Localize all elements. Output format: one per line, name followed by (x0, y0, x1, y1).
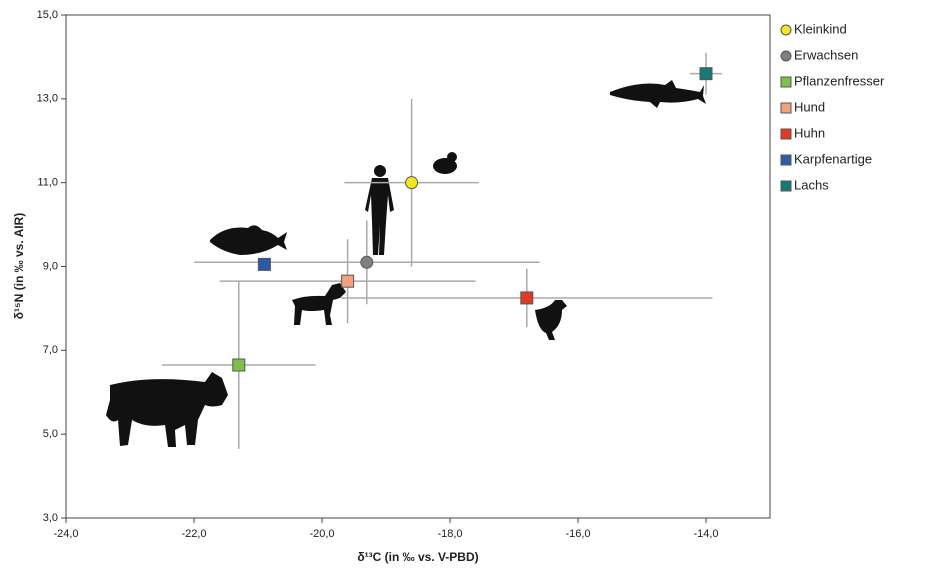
carp-icon (210, 225, 287, 255)
legend-swatch (780, 180, 792, 192)
x-tick-label: -16,0 (565, 528, 590, 540)
legend-label: Karpfenartige (794, 151, 872, 166)
point (257, 257, 271, 271)
point (360, 255, 374, 269)
y-tick-label: 13,0 (37, 93, 58, 105)
dog-icon (292, 283, 346, 325)
x-tick-label: -22,0 (181, 528, 206, 540)
legend-label: Kleinkind (794, 21, 847, 36)
legend-label: Hund (794, 99, 825, 114)
x-tick-label: -14,0 (693, 528, 718, 540)
legend-swatch (780, 76, 792, 88)
baby-icon-head (447, 152, 457, 162)
x-tick-label: -20,0 (309, 528, 334, 540)
legend-label: Pflanzenfresser (794, 73, 885, 88)
x-tick-label: -18,0 (437, 528, 462, 540)
silhouettes (106, 80, 706, 447)
chicken-icon (535, 300, 567, 340)
cow-icon (106, 372, 228, 447)
y-tick-label: 11,0 (37, 177, 58, 189)
human-icon-head (374, 165, 386, 177)
legend-swatch (780, 24, 792, 36)
x-tick-label: -24,0 (53, 528, 78, 540)
y-tick-label: 9,0 (43, 260, 58, 272)
baby-icon (433, 158, 457, 174)
legend-label: Lachs (794, 177, 829, 192)
point (520, 291, 534, 305)
point (405, 176, 419, 190)
legend-label: Huhn (794, 125, 825, 140)
point (699, 67, 713, 81)
y-tick-label: 3,0 (43, 512, 58, 524)
y-axis-title: δ¹⁵N (in ‰ vs. AIR) (12, 213, 26, 319)
point (232, 358, 246, 372)
point (341, 274, 355, 288)
human-icon (365, 178, 394, 255)
y-tick-label: 15,0 (37, 9, 58, 21)
legend-swatch (780, 102, 792, 114)
y-tick-label: 5,0 (43, 428, 58, 440)
legend-swatch (780, 50, 792, 62)
legend-label: Erwachsen (794, 47, 858, 62)
legend-swatch (780, 128, 792, 140)
y-tick-label: 7,0 (43, 344, 58, 356)
salmon-icon (610, 80, 706, 108)
x-axis-title: δ¹³C (in ‰ vs. V-PBD) (357, 550, 478, 564)
legend-swatch (780, 154, 792, 166)
